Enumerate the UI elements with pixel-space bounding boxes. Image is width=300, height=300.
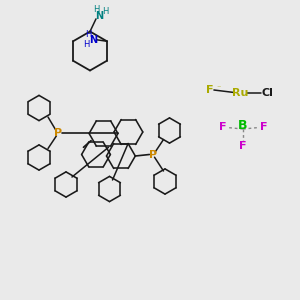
Text: H: H [93, 5, 99, 14]
Text: F: F [260, 122, 267, 133]
Text: P: P [54, 128, 63, 139]
Text: F: F [206, 85, 214, 95]
Text: Cl: Cl [261, 88, 273, 98]
Text: N: N [95, 11, 103, 21]
Text: P: P [149, 149, 157, 160]
Text: B: B [238, 119, 248, 132]
Text: H: H [102, 7, 108, 16]
Text: Ru: Ru [232, 88, 248, 98]
Text: ⁻: ⁻ [216, 83, 220, 92]
Text: H: H [84, 40, 90, 49]
Text: H: H [85, 30, 91, 39]
Text: N: N [89, 35, 97, 45]
Text: F: F [239, 140, 247, 151]
Text: F: F [219, 122, 226, 133]
